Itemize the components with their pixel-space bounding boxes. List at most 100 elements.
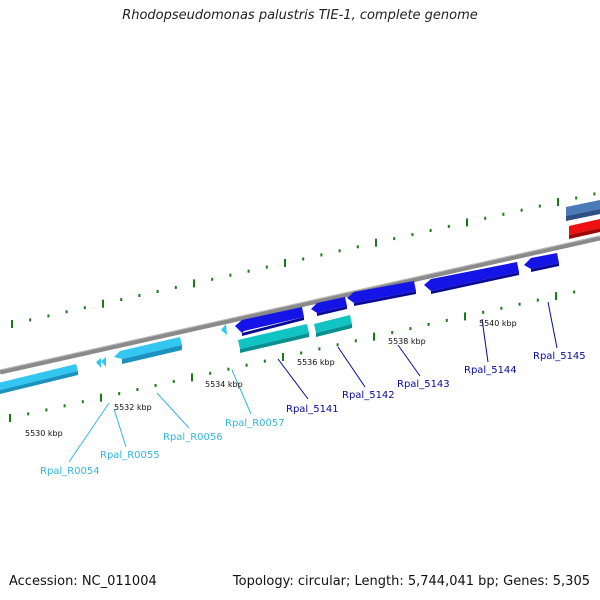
tick-mark-minor bbox=[391, 331, 394, 335]
tick-label: 5530 kbp bbox=[25, 429, 63, 438]
feature-teal-1[interactable] bbox=[238, 324, 309, 353]
tick-mark-minor bbox=[154, 384, 157, 387]
tick-mark-major bbox=[464, 312, 466, 321]
tick-mark-minor bbox=[447, 224, 450, 228]
tick-mark-minor bbox=[593, 192, 596, 196]
leader-lines bbox=[68, 301, 558, 463]
tick-mark-minor bbox=[500, 306, 503, 310]
tick-mark-minor bbox=[302, 257, 305, 261]
tick-label: 5536 kbp bbox=[297, 358, 335, 367]
tick-mark-minor bbox=[411, 233, 414, 237]
feature-rna-r0054[interactable] bbox=[0, 364, 78, 394]
tick-mark-minor bbox=[536, 298, 539, 302]
tick-mark-major bbox=[100, 393, 102, 402]
leader-5141 bbox=[277, 358, 309, 400]
gene-label-cds[interactable]: Rpal_5142 bbox=[342, 390, 395, 401]
tick-mark-minor bbox=[136, 388, 139, 391]
tick-mark-minor bbox=[484, 216, 487, 220]
leader-5142 bbox=[337, 346, 366, 388]
feature-rna-r0055[interactable] bbox=[96, 357, 106, 368]
tick-mark-minor bbox=[429, 229, 432, 232]
leader-5144 bbox=[481, 318, 489, 363]
feature-steel-blue[interactable] bbox=[566, 200, 600, 221]
gene-label-rna[interactable]: Rpal_R0054 bbox=[40, 466, 100, 477]
feature-cds-5142[interactable] bbox=[311, 297, 347, 316]
gene-labels: Rpal_R0054 Rpal_R0055 Rpal_R0056 Rpal_R0… bbox=[40, 351, 586, 477]
tick-mark-major bbox=[193, 279, 195, 288]
tick-mark-major bbox=[282, 353, 284, 361]
tick-mark-minor bbox=[172, 379, 175, 383]
leader-r0055 bbox=[113, 408, 127, 448]
leader-r0054 bbox=[68, 402, 110, 463]
tick-mark-major bbox=[466, 218, 468, 227]
leader-r0057 bbox=[231, 369, 252, 415]
feature-cds-5145[interactable] bbox=[524, 253, 559, 272]
genome-backbone-highlight bbox=[0, 235, 600, 371]
tick-mark-major bbox=[9, 414, 11, 422]
leader-r0056 bbox=[156, 392, 190, 429]
tick-mark-minor bbox=[427, 323, 430, 326]
tick-label: 5538 kbp bbox=[388, 337, 426, 346]
tick-mark-major bbox=[191, 373, 193, 382]
tick-mark-minor bbox=[263, 359, 266, 363]
leader-5143 bbox=[397, 344, 421, 377]
tick-mark-minor bbox=[338, 249, 341, 253]
feature-teal-2[interactable] bbox=[314, 315, 352, 337]
feature-red[interactable] bbox=[569, 219, 600, 239]
genome-backbone bbox=[0, 235, 600, 375]
tick-mark-minor bbox=[29, 318, 32, 322]
tick-mark-minor bbox=[393, 237, 396, 241]
tick-mark-minor bbox=[227, 367, 230, 371]
feature-rna-r0056[interactable] bbox=[114, 337, 182, 364]
tick-mark-minor bbox=[482, 310, 485, 314]
accession-text: Accession: NC_011004 bbox=[9, 574, 157, 589]
gene-label-cds[interactable]: Rpal_5144 bbox=[464, 365, 517, 376]
gene-label-cds[interactable]: Rpal_5145 bbox=[533, 351, 586, 362]
feature-cds-5144[interactable] bbox=[424, 262, 519, 294]
tick-mark-minor bbox=[502, 212, 505, 216]
tick-mark-minor bbox=[27, 412, 30, 416]
tick-mark-minor bbox=[538, 204, 541, 208]
tick-mark-minor bbox=[211, 277, 214, 281]
tick-mark-minor bbox=[354, 339, 357, 343]
feature-cds-5141[interactable] bbox=[235, 307, 304, 336]
tick-mark-minor bbox=[120, 298, 123, 302]
tick-label: 5540 kbp bbox=[479, 319, 517, 328]
tick-mark-major bbox=[373, 332, 375, 341]
tick-mark-minor bbox=[229, 273, 232, 277]
tick-mark-major bbox=[284, 259, 286, 267]
tick-mark-minor bbox=[518, 302, 521, 306]
tick-mark-minor bbox=[520, 208, 523, 212]
tick-mark-major bbox=[375, 238, 377, 247]
tick-label: 5534 kbp bbox=[205, 380, 243, 389]
gene-label-rna[interactable]: Rpal_R0057 bbox=[225, 418, 285, 429]
gene-label-rna[interactable]: Rpal_R0056 bbox=[163, 432, 223, 443]
tick-mark-minor bbox=[47, 314, 50, 318]
gene-label-cds[interactable]: Rpal_5143 bbox=[397, 379, 450, 390]
tick-mark-minor bbox=[320, 253, 323, 257]
feature-rna-r0057[interactable] bbox=[221, 324, 227, 335]
map-title: Rhodopseudomonas palustris TIE-1, comple… bbox=[122, 8, 478, 23]
tick-labels: 5530 kbp 5532 kbp 5534 kbp 5536 kbp 5538… bbox=[25, 319, 517, 438]
tick-row-bottom bbox=[9, 290, 576, 422]
leader-5145 bbox=[547, 301, 558, 349]
tick-mark-minor bbox=[300, 351, 303, 355]
tick-mark-minor bbox=[245, 363, 248, 367]
tick-mark-minor bbox=[63, 404, 66, 408]
genome-summary-text: Topology: circular; Length: 5,744,041 bp… bbox=[232, 574, 590, 589]
tick-mark-minor bbox=[174, 285, 177, 289]
gene-label-cds[interactable]: Rpal_5141 bbox=[286, 404, 339, 415]
feature-cds-5143[interactable] bbox=[347, 281, 416, 306]
tick-mark-major bbox=[11, 320, 13, 328]
tick-mark-minor bbox=[156, 290, 159, 293]
tick-mark-major bbox=[555, 292, 557, 301]
tick-label: 5532 kbp bbox=[114, 403, 152, 412]
tick-mark-minor bbox=[138, 294, 141, 297]
gene-label-rna[interactable]: Rpal_R0055 bbox=[100, 450, 160, 461]
tick-mark-minor bbox=[336, 343, 339, 347]
tick-mark-minor bbox=[409, 327, 412, 331]
tick-mark-minor bbox=[83, 306, 86, 310]
tick-mark-minor bbox=[575, 196, 578, 200]
tick-row-top bbox=[11, 192, 596, 328]
